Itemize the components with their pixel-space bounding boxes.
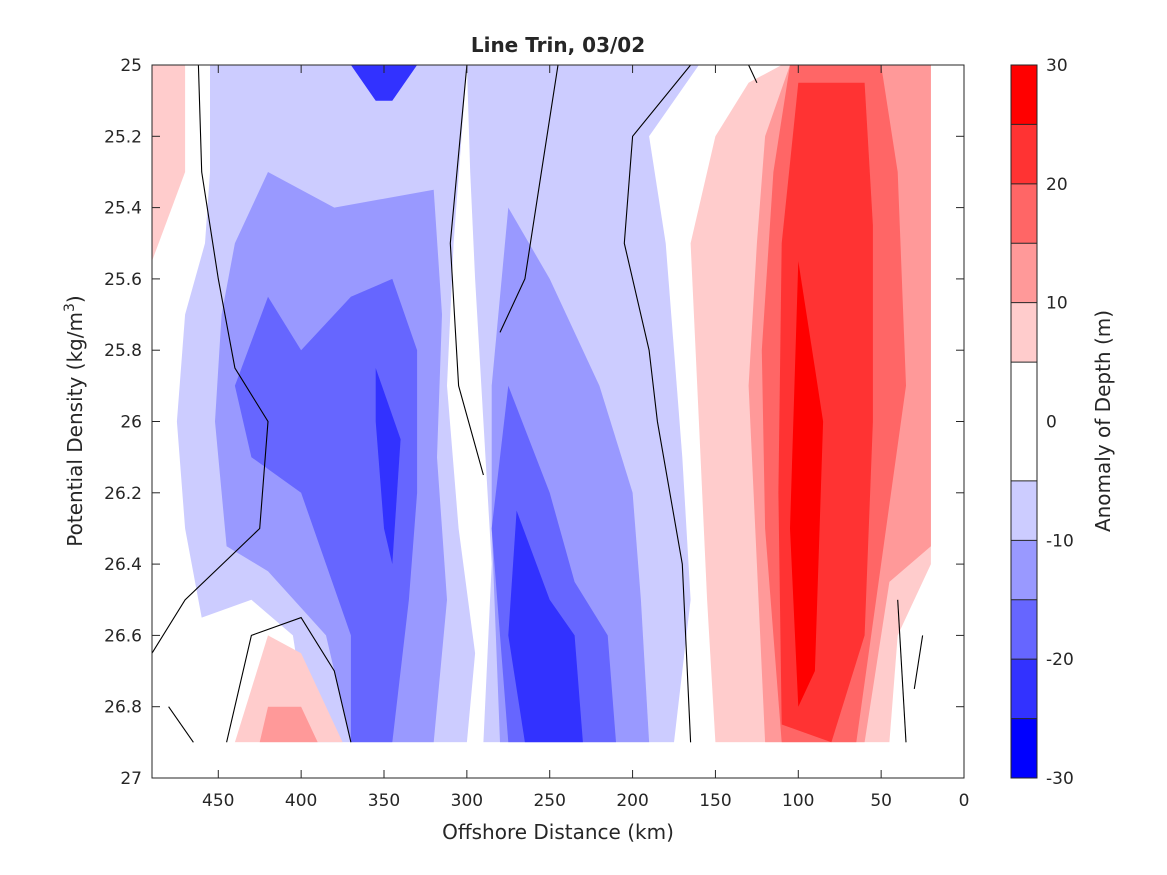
zero-contour-0 (152, 65, 269, 654)
y-tick-label: 27 (120, 769, 142, 789)
y-tick-label: 26.4 (104, 555, 142, 575)
y-axis-label-main: Potential Density (kg/m (63, 312, 87, 547)
colorbar-segment (1011, 718, 1037, 778)
zero-contour-lines (152, 65, 924, 743)
y-tick-label: 25.2 (104, 127, 142, 147)
y-tick-label: 25.8 (104, 341, 142, 361)
colorbar-tick-label: 10 (1046, 294, 1068, 314)
zero-contour-7 (897, 599, 907, 743)
contour-fills (152, 65, 964, 778)
y-axis-label-close: ) (63, 295, 87, 303)
colorbar-segment (1011, 65, 1037, 125)
x-tick-label: 0 (959, 791, 970, 811)
band-anomaly-band-pos20-main (778, 82, 873, 743)
colorbar-segment (1011, 540, 1037, 600)
colorbar-tick-label: 20 (1046, 175, 1068, 195)
x-tick-label: 400 (285, 791, 317, 811)
no-data-region (152, 742, 964, 778)
y-axis-label: Potential Density (kg/m3) (62, 295, 87, 546)
colorbar (1010, 64, 1038, 779)
x-tick-label: 150 (699, 791, 731, 811)
x-tick-label: 300 (451, 791, 483, 811)
colorbar-segment (1011, 124, 1037, 184)
band-offshore-positive-corner (152, 65, 186, 262)
chart-title: Line Trin, 03/02 (471, 33, 645, 57)
y-tick-label: 26.2 (104, 484, 142, 504)
colorbar-tick-label: -10 (1046, 531, 1074, 551)
zero-contour-3 (449, 65, 484, 476)
colorbar-segment (1011, 183, 1037, 244)
colorbar-segment (1011, 659, 1037, 719)
zero-contour-4 (499, 65, 559, 333)
colorbar-segment (1011, 302, 1037, 363)
colorbar-tick-label: 30 (1046, 56, 1068, 76)
band-anomaly-band-neg20-b (508, 510, 583, 743)
band-anomaly-band-neg20-a (375, 368, 401, 565)
colorbar-label: Anomaly of Depth (m) (1091, 310, 1115, 532)
zero-contour-6 (748, 65, 758, 84)
x-tick-label: 50 (870, 791, 892, 811)
zero-contour-5 (623, 65, 692, 743)
y-tick-label: 26.6 (104, 626, 142, 646)
x-tick-label: 250 (533, 791, 565, 811)
x-tick-label: 450 (202, 791, 234, 811)
colorbar-frame (1010, 64, 1038, 779)
zero-contour-2 (226, 616, 352, 743)
colorbar-segment (1011, 362, 1037, 481)
band-anomaly-band-pos25-main (790, 261, 824, 707)
band-anomaly-band-pos10-deep (259, 706, 318, 743)
x-axis-ticks: 450 400 350 300 250 200 150 100 50 0 (202, 65, 969, 811)
y-axis-ticks: 25 25.2 25.4 25.6 25.8 26 26.2 26.4 26.6 26.8 27 (104, 56, 964, 789)
band-anomaly-band-neg15-a (234, 278, 418, 743)
zero-contour-8 (913, 635, 924, 689)
y-tick-label: 25.6 (104, 270, 142, 290)
colorbar-segment (1011, 243, 1037, 303)
x-tick-label: 350 (368, 791, 400, 811)
zero-contour-1 (168, 706, 194, 743)
y-tick-label: 26.8 (104, 698, 142, 718)
band-anomaly-band-neg20-top (350, 65, 418, 101)
colorbar-ticks: 30 20 10 0 -10 -20 -30 (1046, 56, 1074, 789)
x-tick-label: 100 (782, 791, 814, 811)
colorbar-segment (1011, 480, 1037, 541)
x-axis-label: Offshore Distance (km) (442, 820, 674, 844)
band-anomaly-band-pos5-deep (234, 635, 343, 743)
y-tick-label: 25.4 (104, 199, 142, 219)
colorbar-tick-label: 0 (1046, 413, 1057, 433)
colorbar-tick-label: -30 (1046, 769, 1074, 789)
y-axis-label-sup: 3 (62, 303, 78, 312)
y-tick-label: 26 (120, 413, 142, 433)
y-tick-label: 25 (120, 56, 142, 76)
colorbar-segment (1011, 599, 1037, 660)
x-tick-label: 200 (616, 791, 648, 811)
colorbar-tick-label: -20 (1046, 650, 1074, 670)
